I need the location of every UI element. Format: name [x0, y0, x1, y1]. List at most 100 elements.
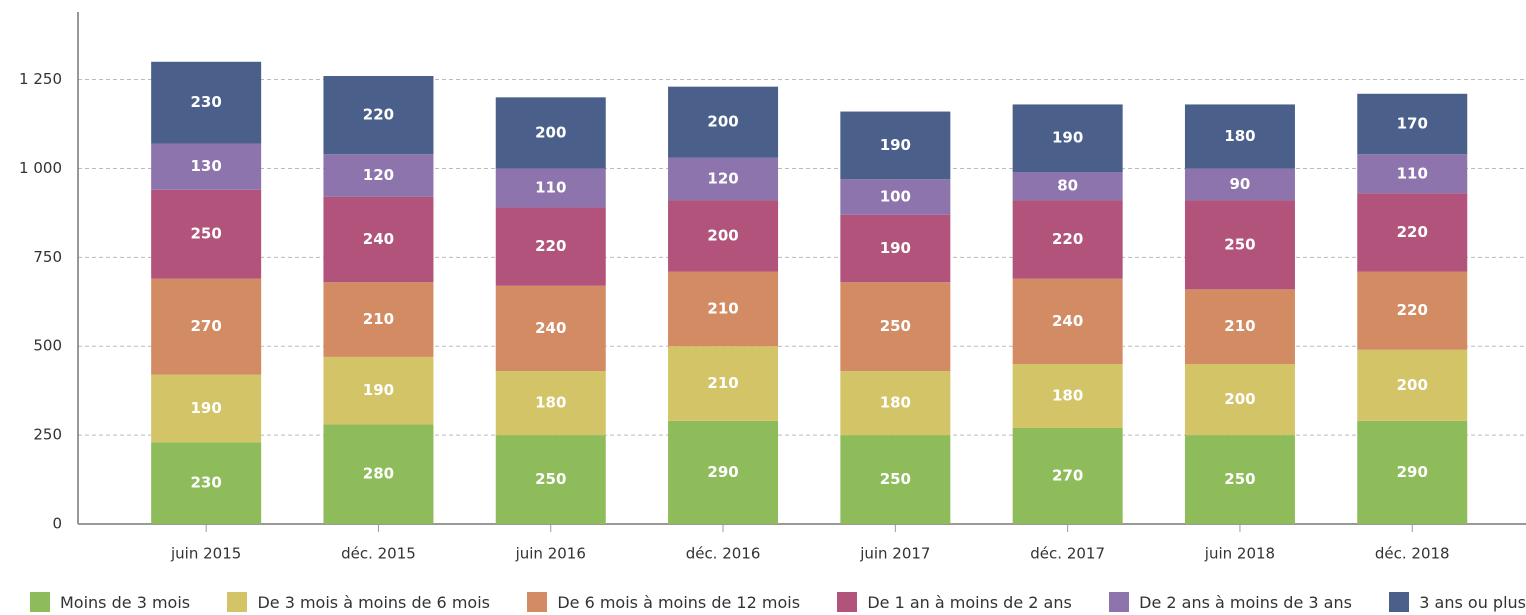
- data-label: 220: [363, 106, 394, 124]
- bar-segment: [1357, 349, 1468, 421]
- bar-segment: [840, 179, 951, 215]
- data-label: 220: [1397, 301, 1428, 319]
- data-label: 290: [707, 463, 738, 481]
- x-tick-label: juin 2016: [515, 545, 586, 563]
- data-label: 270: [190, 317, 221, 335]
- legend-label: De 6 mois à moins de 12 mois: [557, 592, 801, 612]
- y-tick-label: 500: [33, 337, 62, 355]
- legend-item: De 6 mois à moins de 12 mois: [527, 592, 800, 612]
- legend-item: De 2 ans à moins de 3 ans: [1109, 592, 1352, 612]
- data-label: 240: [1052, 312, 1083, 330]
- bar-segment: [668, 157, 779, 201]
- legend-swatch: [1389, 592, 1410, 612]
- bar-segment: [1184, 200, 1295, 290]
- data-label: 190: [363, 381, 394, 399]
- data-label: 250: [880, 470, 911, 488]
- data-label: 200: [707, 113, 738, 131]
- data-label: 110: [535, 179, 566, 197]
- bar-segment: [1012, 172, 1123, 201]
- y-tick-label: 250: [33, 426, 62, 444]
- data-label: 250: [1224, 235, 1255, 253]
- data-label: 180: [880, 394, 911, 412]
- bar-segment: [1012, 364, 1123, 428]
- bar-segment: [1012, 200, 1123, 279]
- bar-segment: [668, 346, 779, 421]
- legend: Moins de 3 mois De 3 mois à moins de 6 mo…: [30, 592, 1526, 612]
- bar-segment: [495, 285, 606, 372]
- bar-segment: [495, 97, 606, 169]
- x-tick-label: déc. 2017: [1030, 545, 1105, 563]
- bar-segment: [323, 424, 434, 524]
- data-label: 270: [1052, 467, 1083, 485]
- bar-segment: [1012, 278, 1123, 364]
- legend-swatch: [837, 592, 858, 612]
- bar-segment: [1357, 193, 1468, 272]
- y-tick-label: 1 000: [19, 159, 62, 177]
- data-label: 120: [707, 170, 738, 188]
- x-tick-label: juin 2017: [859, 545, 930, 563]
- bar-segment: [1357, 420, 1468, 524]
- data-label: 180: [1224, 127, 1255, 145]
- data-label: 190: [1052, 129, 1083, 147]
- legend-label: Moins de 3 mois: [60, 592, 191, 612]
- bar-segment: [323, 154, 434, 197]
- bar-segment: [323, 356, 434, 425]
- bar-segment: [1184, 364, 1295, 436]
- bar-segment: [495, 435, 606, 524]
- legend-item: Moins de 3 mois: [30, 592, 190, 612]
- bar-segment: [1012, 104, 1123, 172]
- bar-segment: [668, 86, 779, 158]
- data-label: 250: [880, 317, 911, 335]
- legend-label: De 3 mois à moins de 6 mois: [257, 592, 490, 612]
- data-label: 180: [535, 394, 566, 412]
- bar-segment: [151, 61, 262, 144]
- bar-segment: [668, 420, 779, 524]
- bar-segment: [1357, 93, 1468, 155]
- legend-item: 3 ans ou plus: [1389, 592, 1526, 612]
- data-label: 210: [363, 310, 394, 328]
- y-tick-label: 0: [52, 515, 62, 533]
- data-label: 190: [190, 399, 221, 417]
- bar-segment: [495, 168, 606, 208]
- data-label: 190: [880, 136, 911, 154]
- bar-segment: [840, 214, 951, 283]
- data-label: 80: [1057, 177, 1078, 195]
- bar-segment: [151, 278, 262, 375]
- legend-swatch: [30, 592, 50, 612]
- x-tick-label: déc. 2018: [1375, 545, 1450, 563]
- x-tick-label: déc. 2016: [686, 545, 761, 563]
- bar-segment: [1184, 104, 1295, 169]
- data-label: 200: [707, 227, 738, 245]
- data-label: 200: [1224, 390, 1255, 408]
- bar-segment: [1012, 428, 1123, 524]
- bar-segment: [840, 435, 951, 524]
- data-label: 90: [1230, 175, 1251, 193]
- data-label: 180: [1052, 387, 1083, 405]
- bar-segment: [323, 196, 434, 283]
- y-tick-label: 750: [33, 248, 62, 266]
- legend-swatch: [227, 592, 248, 612]
- data-label: 120: [363, 166, 394, 184]
- data-label: 210: [707, 374, 738, 392]
- bar-segment: [495, 207, 606, 286]
- bar-segment: [151, 189, 262, 279]
- bar-segment: [840, 282, 951, 372]
- bar-segment: [151, 143, 262, 190]
- y-tick-label: 1 250: [19, 70, 62, 88]
- bar-segment: [1357, 271, 1468, 350]
- bar-segment: [495, 371, 606, 436]
- data-label: 250: [190, 225, 221, 243]
- legend-item: De 3 mois à moins de 6 mois: [227, 592, 490, 612]
- bar-segment: [1184, 168, 1295, 201]
- data-label: 190: [880, 239, 911, 257]
- data-label: 250: [1224, 470, 1255, 488]
- bar-segment: [1357, 154, 1468, 194]
- bar-segment: [668, 271, 779, 347]
- bar-segment: [1184, 289, 1295, 364]
- data-label: 230: [190, 474, 221, 492]
- legend-swatch: [527, 592, 548, 612]
- x-tick-label: juin 2015: [170, 545, 241, 563]
- data-label: 220: [1397, 223, 1428, 241]
- data-label: 250: [535, 470, 566, 488]
